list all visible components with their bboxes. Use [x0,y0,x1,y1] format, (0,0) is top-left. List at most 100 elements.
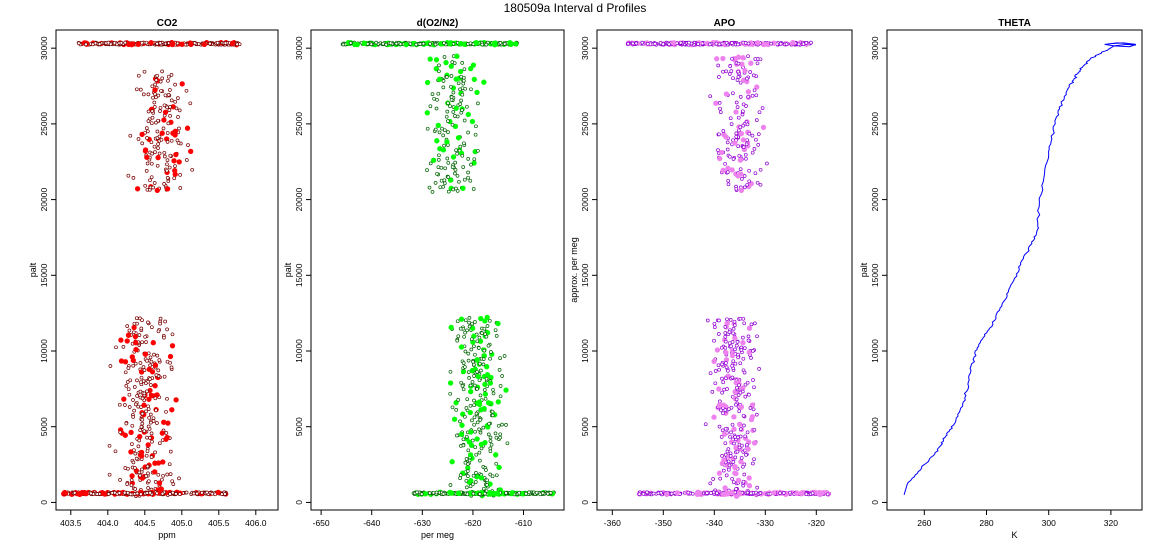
data-point [460,185,466,191]
data-point [487,380,494,386]
data-point [437,146,443,152]
data-point [717,155,723,162]
data-point [142,391,147,396]
data-point [749,414,756,420]
data-point [428,41,432,46]
data-point [137,470,142,475]
data-point [474,471,478,475]
y-tick-label: 25000 [294,112,304,136]
panel-title: THETA [998,18,1031,29]
data-point [348,41,353,45]
data-point [133,361,138,366]
data-point [462,67,467,72]
data-point [145,129,150,134]
data-point [179,81,185,87]
data-point [450,154,457,160]
data-point [781,491,786,495]
data-point [463,414,467,419]
data-point [128,378,133,383]
data-point [498,432,503,437]
data-point [177,492,182,496]
data-point [755,485,760,490]
data-point [478,418,483,422]
data-point [719,345,724,350]
data-point [438,185,443,190]
data-point [445,156,450,161]
data-point [466,448,471,453]
data-point [136,444,141,449]
data-point [445,109,450,114]
data-point [491,391,496,396]
data-point [160,69,164,74]
data-point [722,387,726,392]
data-point [735,78,740,82]
data-point [730,375,735,380]
data-point [132,408,136,413]
data-point [481,79,487,85]
y-tick-label: 10000 [294,339,304,363]
data-point [129,473,135,479]
data-point [752,147,757,151]
data-point [141,365,146,369]
data-point [778,491,782,495]
data-point [466,130,470,135]
data-point [724,361,728,365]
data-point [466,462,470,466]
data-point [139,380,143,385]
data-point [176,159,182,165]
figure-title: 180509a Interval d Profiles [504,1,647,15]
data-point [433,66,439,72]
y-tick-label: 30000 [870,36,880,60]
data-point [738,187,745,194]
data-point [748,60,754,66]
y-tick-label: 25000 [870,112,880,136]
data-point [712,338,716,343]
data-point [517,490,522,495]
data-point [448,391,453,396]
data-point [482,326,487,331]
data-point [165,396,169,401]
data-point [752,88,757,93]
data-point [460,61,465,65]
data-point [129,478,134,482]
data-point [742,185,747,190]
x-tick-label: 404.0 [97,518,119,528]
data-point [163,93,168,98]
data-point [502,354,507,358]
y-tick-label: 5000 [39,417,49,436]
data-point [716,386,722,392]
data-point [498,356,502,360]
data-point [132,333,139,340]
data-point [144,340,148,344]
data-point [729,430,733,435]
data-point [634,41,639,46]
data-point [159,88,163,93]
data-point [740,55,746,61]
data-point [736,61,741,66]
data-point [723,91,730,97]
data-point [154,408,158,413]
data-point [460,92,465,97]
data-point [478,393,483,398]
data-point [471,333,477,339]
data-point [455,173,460,178]
data-point [473,445,478,450]
data-point [454,53,460,59]
data-point [162,374,167,379]
data-point [414,42,419,47]
x-tick-label: 260 [917,518,931,528]
data-point [707,42,712,47]
data-point [494,461,499,466]
data-point [467,409,473,416]
data-point [469,337,474,342]
data-point [472,403,476,408]
data-point [131,176,136,180]
data-point [184,125,191,131]
data-point [138,87,143,92]
data-point [153,92,157,96]
data-point [464,478,469,483]
data-point [129,483,134,488]
data-point [150,109,155,113]
data-point [727,341,732,346]
data-point [447,380,454,386]
